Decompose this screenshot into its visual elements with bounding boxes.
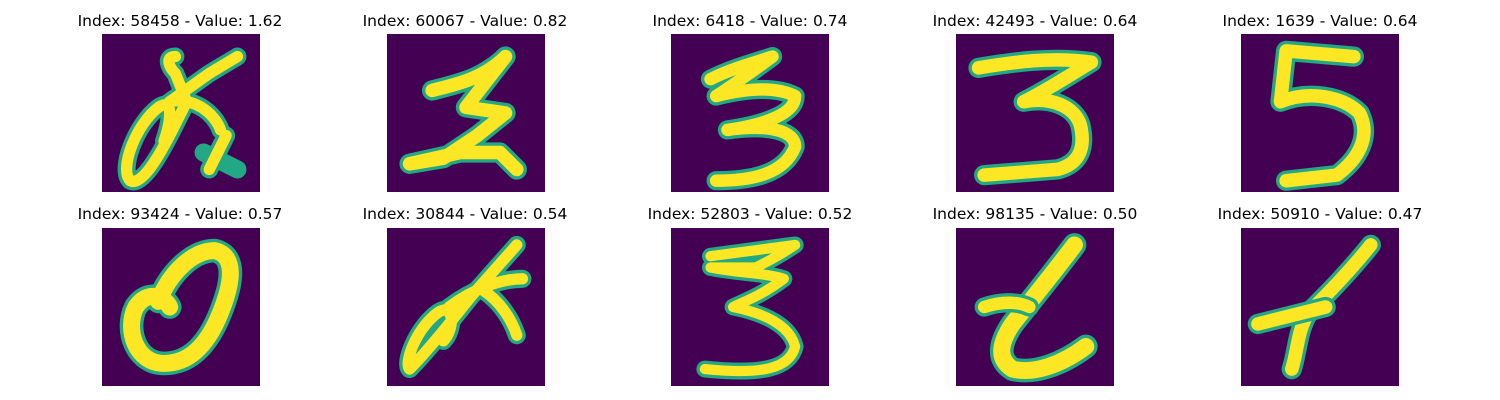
panel-title-3: Index: 6418 - Value: 0.74	[652, 12, 848, 30]
digit-image-2	[387, 34, 545, 192]
digit-image-6	[102, 228, 260, 386]
digit-image-7	[387, 228, 545, 386]
digit-image-9	[956, 228, 1114, 386]
loop-stroke-digit-icon	[117, 47, 247, 191]
panel-title-6: Index: 93424 - Value: 0.57	[77, 205, 283, 223]
digit-3-icon	[700, 46, 805, 191]
digit-image-5	[1241, 34, 1399, 192]
digit-2-icon	[399, 46, 527, 180]
digit-image-1	[102, 34, 260, 192]
digit-0-icon	[119, 238, 243, 376]
panel-title-10: Index: 50910 - Value: 0.47	[1217, 205, 1423, 223]
panel-title-5: Index: 1639 - Value: 0.64	[1222, 12, 1418, 30]
digit-2-icon	[974, 233, 1098, 383]
panel-title-8: Index: 52803 - Value: 0.52	[647, 205, 853, 223]
panel-title-1: Index: 58458 - Value: 1.62	[77, 12, 283, 30]
digit-1-icon	[1247, 234, 1381, 380]
digit-image-4	[956, 34, 1114, 192]
panel-title-7: Index: 30844 - Value: 0.54	[362, 205, 568, 223]
digit-image-10	[1241, 228, 1399, 386]
digit-image-3	[671, 34, 829, 192]
loop-stroke-digit-icon	[399, 235, 532, 379]
digit-3-icon	[696, 236, 804, 380]
panel-title-9: Index: 98135 - Value: 0.50	[932, 205, 1138, 223]
panel-title-2: Index: 60067 - Value: 0.82	[362, 12, 568, 30]
digit-3-icon	[968, 49, 1102, 186]
panel-title-4: Index: 42493 - Value: 0.64	[932, 12, 1138, 30]
digit-5-icon	[1270, 40, 1374, 191]
digit-image-8	[671, 228, 829, 386]
